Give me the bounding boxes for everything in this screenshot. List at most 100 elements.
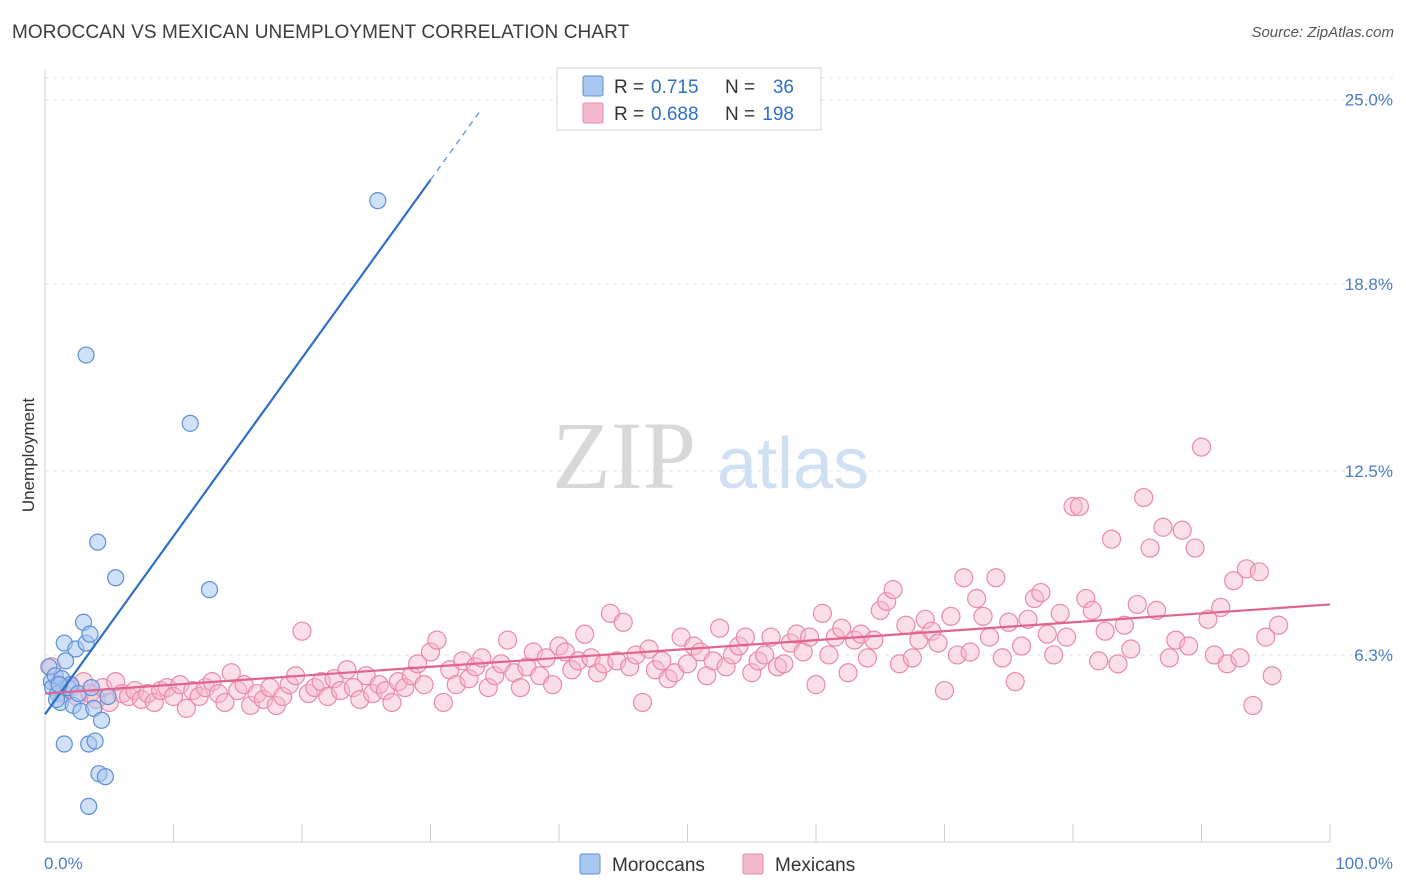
mexican-point-139: [934, 680, 955, 701]
mexican-point-155: [1037, 624, 1057, 644]
moroccan-point-26: [96, 768, 114, 786]
y-tick-label-2: 18.8%: [1345, 275, 1393, 294]
moroccan-point-29: [55, 735, 73, 753]
mexican-point-179: [1191, 437, 1212, 457]
trend-layer: [44, 108, 1331, 715]
mexican-point-127: [857, 648, 878, 668]
legend-r-label-mexicans: R =: [614, 104, 644, 125]
mexican-point-108: [735, 627, 755, 647]
mexican-point-27: [215, 692, 235, 713]
moroccan-point-21: [85, 699, 103, 717]
mexican-point-177: [1179, 636, 1199, 656]
watermark-zip: ZIP: [552, 402, 696, 509]
mexican-point-99: [677, 654, 698, 674]
mexican-point-182: [1211, 597, 1231, 618]
mexican-point-53: [382, 692, 402, 713]
mexican-point-189: [1256, 627, 1276, 647]
mexican-point-148: [992, 648, 1012, 668]
mexican-point-36: [273, 686, 293, 707]
mexican-point-172: [1146, 600, 1167, 621]
mexican-point-68: [478, 677, 498, 698]
mexican-point-143: [960, 642, 980, 662]
mexican-point-188: [1249, 562, 1269, 582]
grid-layer: [45, 77, 1395, 656]
mexican-point-47: [343, 677, 363, 698]
mexican-point-89: [613, 612, 633, 632]
mexican-point-162: [1082, 600, 1102, 621]
moroccan-point-20: [77, 346, 95, 364]
watermark-atlas: atlas: [717, 424, 869, 504]
mexican-point-28: [221, 663, 241, 683]
moroccan-point-18: [81, 625, 99, 643]
mexican-point-134: [902, 648, 922, 668]
mexican-point-90: [620, 657, 640, 677]
mexican-point-59: [420, 642, 441, 662]
legend-n-value-mexicans: 198: [762, 104, 794, 125]
mexican-point-138: [928, 633, 948, 653]
mexican-point-128: [864, 630, 884, 650]
moroccan-point-19: [82, 678, 100, 697]
moroccan-point-25: [92, 711, 111, 729]
mexican-point-120: [812, 603, 833, 623]
mexican-point-124: [838, 663, 858, 683]
mexican-point-65: [459, 669, 479, 689]
mexican-point-19: [163, 686, 184, 707]
mexican-point-185: [1230, 648, 1250, 668]
moroccan-point-28: [107, 569, 125, 587]
legend-n-value-moroccans: 36: [773, 77, 794, 98]
mexican-point-187: [1243, 695, 1263, 716]
mexican-point-93: [639, 639, 659, 659]
moroccan-point-24: [89, 533, 107, 551]
mexican-point-174: [1159, 648, 1179, 668]
mexican-point-191: [1268, 615, 1289, 635]
moroccan-point-30: [181, 414, 199, 432]
mexican-point-55: [395, 677, 415, 698]
mexican-point-111: [754, 645, 775, 665]
mexican-point-150: [1005, 672, 1025, 692]
legend-swatch-mexicans: [582, 102, 604, 124]
mexican-point-146: [979, 627, 1000, 647]
mexican-point-170: [1134, 487, 1154, 508]
moroccan-point-22: [86, 732, 104, 750]
watermark: ZIP atlas: [552, 402, 869, 509]
mexican-point-144: [967, 588, 987, 609]
mexican-point-109: [742, 663, 762, 683]
mexican-point-184: [1224, 571, 1244, 591]
mexican-point-78: [542, 675, 563, 695]
mexican-point-161: [1076, 588, 1096, 609]
mexican-point-121: [819, 645, 839, 665]
chart-title: MOROCCAN VS MEXICAN UNEMPLOYMENT CORRELA…: [12, 22, 630, 43]
mexican-point-167: [1114, 615, 1135, 635]
mexican-point-149: [999, 612, 1019, 632]
mexican-point-157: [1050, 603, 1070, 623]
mexican-point-71: [498, 630, 518, 650]
mexican-point-166: [1108, 654, 1128, 674]
mexican-point-16: [144, 692, 164, 713]
mexican-point-136: [915, 609, 935, 629]
mexican-point-158: [1056, 627, 1077, 647]
mexican-point-190: [1262, 666, 1282, 686]
moroccan-point-32: [369, 192, 387, 210]
mexican-point-156: [1044, 645, 1064, 665]
mexican-point-118: [799, 627, 820, 647]
x-tick-label-1: 100.0%: [1335, 854, 1393, 873]
legend-r-value-moroccans: 0.715: [651, 77, 699, 98]
mexican-point-119: [806, 675, 826, 695]
moroccan-point-33: [80, 797, 98, 815]
mexican-point-173: [1153, 517, 1173, 537]
series-legend-swatch-moroccans: [579, 853, 601, 875]
chart-source: Source: ZipAtlas.com: [1251, 24, 1394, 41]
mexican-point-105: [716, 657, 736, 677]
mexican-point-131: [883, 580, 903, 600]
legend-n-label-moroccans: N =: [725, 77, 755, 98]
mexican-point-151: [1011, 636, 1032, 656]
mexican-point-112: [761, 627, 781, 647]
y-tick-label-0: 6.3%: [1354, 646, 1393, 665]
y-tick-label-1: 12.5%: [1345, 462, 1393, 481]
mexican-point-147: [986, 568, 1006, 588]
mexican-point-178: [1185, 538, 1205, 558]
mexican-point-69: [485, 666, 505, 686]
moroccan-points: [40, 192, 387, 815]
mexican-point-180: [1198, 609, 1218, 629]
mexican-trend-line: [44, 603, 1331, 695]
